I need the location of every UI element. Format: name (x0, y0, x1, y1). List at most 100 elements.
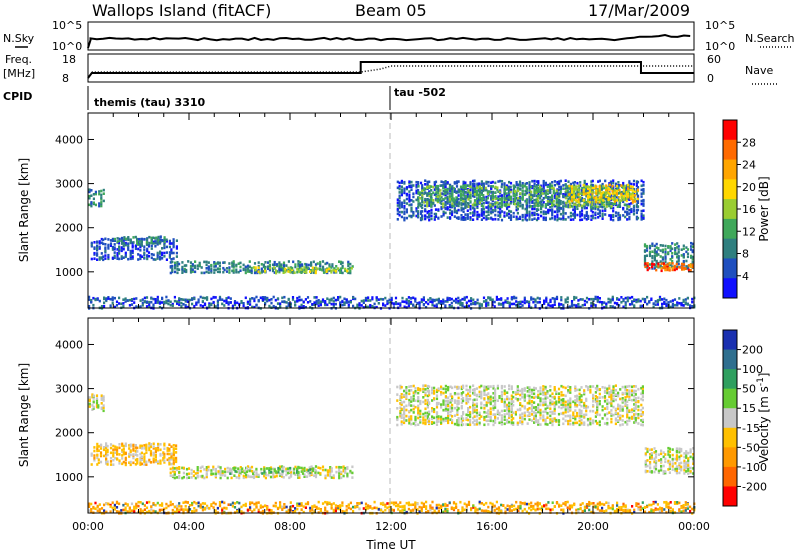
echo-cell (163, 301, 165, 304)
echo-cell (399, 202, 401, 205)
echo-cell (661, 270, 663, 273)
echo-cell (539, 189, 541, 192)
echo-cell (687, 507, 689, 510)
echo-cell (371, 305, 373, 308)
echo-cell (571, 505, 573, 508)
echo-cell (537, 188, 539, 191)
echo-cell (204, 507, 206, 510)
echo-cell (165, 302, 167, 305)
echo-cell (127, 242, 129, 245)
echo-cell (435, 213, 437, 216)
echo-cell (428, 181, 430, 184)
echo-cell (176, 272, 178, 275)
echo-cell (560, 303, 562, 306)
echo-cell (215, 468, 217, 471)
echo-cell (454, 181, 456, 184)
echo-cell (436, 504, 438, 507)
echo-cell (164, 239, 166, 242)
echo-cell (277, 297, 279, 300)
echo-cell (485, 305, 487, 308)
echo-cell (386, 303, 388, 306)
echo-cell (100, 461, 102, 464)
echo-cell (158, 242, 160, 245)
echo-cell (465, 191, 467, 194)
echo-cell (243, 504, 245, 507)
echo-cell (683, 260, 685, 263)
echo-cell (670, 501, 672, 504)
echo-cell (210, 298, 212, 301)
echo-cell (482, 185, 484, 188)
echo-cell (451, 506, 453, 509)
echo-cell (472, 204, 474, 207)
echo-cell (245, 504, 247, 507)
echo-cell (467, 213, 469, 216)
echo-cell (181, 271, 183, 274)
echo-cell (96, 394, 98, 397)
echo-cell (346, 505, 348, 508)
echo-cell (517, 187, 519, 190)
echo-cell (89, 403, 91, 406)
echo-cell (637, 209, 639, 212)
echo-cell (159, 453, 161, 456)
echo-cell (404, 505, 406, 508)
echo-cell (505, 186, 507, 189)
echo-cell (217, 261, 219, 264)
echo-cell (123, 461, 125, 464)
echo-cell (690, 263, 692, 266)
echo-cell (93, 193, 95, 196)
echo-cell (148, 251, 150, 254)
echo-cell (135, 444, 137, 447)
echo-cell (215, 503, 217, 506)
echo-cell (627, 184, 629, 187)
echo-cell (326, 269, 328, 272)
echo-cell (96, 245, 98, 248)
echo-cell (116, 457, 118, 460)
echo-cell (195, 303, 197, 306)
echo-cell (94, 502, 96, 505)
echo-cell (99, 246, 101, 249)
echo-cell (112, 448, 114, 451)
echo-cell (505, 192, 507, 195)
echo-cell (170, 504, 172, 507)
echo-cell (551, 208, 553, 211)
echo-cell (335, 270, 337, 273)
echo-cell (419, 301, 421, 304)
echo-cell (410, 301, 412, 304)
echo-cell (249, 266, 251, 269)
echo-cell (542, 188, 544, 191)
echo-cell (317, 262, 319, 265)
echo-cell (451, 210, 453, 213)
echo-cell (110, 447, 112, 450)
echo-cell (163, 247, 165, 250)
echo-cell (200, 505, 202, 508)
echo-cell (99, 503, 101, 506)
echo-cell (558, 303, 560, 306)
echo-cell (487, 506, 489, 509)
echo-cell (628, 180, 630, 183)
echo-cell (620, 301, 622, 304)
echo-cell (487, 197, 489, 200)
echo-cell (511, 298, 513, 301)
echo-cell (224, 474, 226, 477)
echo-cell (380, 298, 382, 301)
echo-cell (343, 298, 345, 301)
echo-cell (316, 300, 318, 303)
echo-cell (539, 197, 541, 200)
echo-cell (339, 271, 341, 274)
echo-cell (393, 302, 395, 305)
echo-cell (551, 184, 553, 187)
echo-cell (212, 466, 214, 469)
echo-cell (540, 208, 542, 211)
echo-cell (522, 205, 524, 208)
echo-cell (266, 506, 268, 509)
echo-cell (182, 508, 184, 511)
echo-cell (616, 297, 618, 300)
nave-tick-bottom: 0 (707, 72, 714, 85)
freq-tick-top: 18 (62, 53, 76, 66)
echo-cell (255, 472, 257, 475)
echo-cell (494, 202, 496, 205)
echo-cell (562, 195, 564, 198)
echo-cell (102, 243, 104, 246)
echo-cell (467, 205, 469, 208)
echo-cell (556, 214, 558, 217)
